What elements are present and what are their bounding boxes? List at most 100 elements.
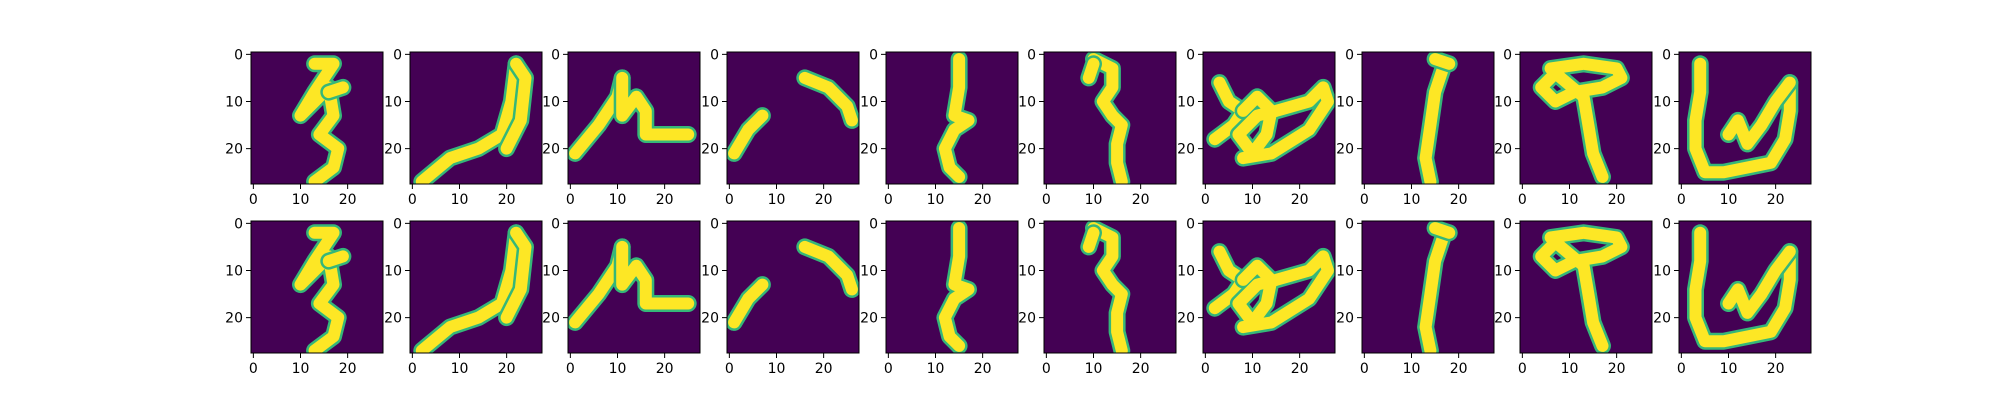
digit-strokes: [1080, 221, 1131, 353]
y-tick-label: 20: [225, 142, 243, 158]
x-tick-label: 0: [566, 192, 575, 208]
x-tick-label: 20: [1767, 192, 1785, 208]
panel-original-1: 0 10 20 0 10 20: [225, 47, 384, 208]
stroke-2: [1429, 53, 1456, 70]
panel-original-5: 0 10 20 0 10 20: [860, 47, 1019, 208]
x-tick-label: 10: [1244, 192, 1262, 208]
x-tick-label: 10: [927, 361, 945, 377]
panel-frame: [1043, 220, 1177, 354]
stroke-2: [1082, 57, 1100, 84]
panel-reconstruction-1: 0 10 20 0 10 20: [225, 216, 384, 377]
stroke-1: [1087, 222, 1128, 353]
y-tick-label: 20: [1494, 311, 1512, 327]
panel-original-8: 0 10 20 0 10 20: [1336, 47, 1495, 208]
digit-strokes: [1417, 52, 1458, 184]
panel-frame: [726, 51, 860, 185]
digit-strokes: [936, 52, 977, 184]
x-tick-label: 0: [1201, 361, 1210, 377]
y-tick-label: 10: [1018, 95, 1036, 111]
y-tick-label: 10: [542, 264, 560, 280]
stroke-1: [728, 278, 769, 329]
x-tick-label: 0: [1677, 361, 1686, 377]
x-tick-label: 20: [815, 192, 833, 208]
y-tick-label: 20: [542, 311, 560, 327]
stroke-1: [1689, 57, 1796, 179]
x-tick-label: 10: [451, 192, 469, 208]
x-tick-label: 0: [1042, 361, 1051, 377]
x-tick-label: 10: [292, 192, 310, 208]
panel-frame: [409, 220, 543, 354]
digit-strokes: [1687, 55, 1799, 181]
panel-original-9: 0 10 20 0 10 20: [1494, 47, 1653, 208]
stroke-2: [500, 57, 532, 155]
x-tick-label: 0: [1201, 192, 1210, 208]
y-tick-label: 20: [225, 311, 243, 327]
x-tick-label: 10: [768, 361, 786, 377]
digit-strokes: [568, 238, 697, 331]
y-tick-label: 20: [1018, 142, 1036, 158]
panel-background: [568, 52, 700, 184]
panel-reconstruction-10: 0 10 20 0 10 20: [1653, 216, 1812, 377]
y-tick-label: 0: [1345, 47, 1354, 63]
digit-strokes: [936, 221, 977, 353]
y-tick-label: 10: [1494, 264, 1512, 280]
x-tick-label: 20: [1132, 361, 1150, 377]
panel-reconstruction-6: 0 10 20 0 10 20: [1018, 216, 1177, 377]
y-tick-label: 0: [1662, 216, 1671, 232]
panel-reconstruction-4: 0 10 20 0 10 20: [701, 216, 860, 377]
y-tick-label: 10: [1494, 95, 1512, 111]
x-tick-label: 20: [815, 361, 833, 377]
x-tick-label: 0: [249, 192, 258, 208]
x-tick-label: 10: [451, 361, 469, 377]
y-tick-label: 20: [542, 142, 560, 158]
stroke-1: [1535, 57, 1628, 183]
y-tick-label: 0: [1186, 47, 1195, 63]
x-tick-label: 10: [1085, 192, 1103, 208]
stroke-1: [294, 57, 345, 184]
panel-frame: [1519, 220, 1653, 354]
panel-background: [568, 221, 700, 353]
y-tick-label: 0: [393, 216, 402, 232]
x-tick-label: 0: [249, 361, 258, 377]
panel-frame: [567, 220, 701, 354]
stroke-1: [294, 226, 345, 353]
y-tick-label: 0: [234, 47, 243, 63]
stroke-1: [938, 53, 975, 183]
y-tick-label: 20: [701, 311, 719, 327]
stroke-1: [415, 226, 523, 353]
stroke-1: [415, 57, 523, 184]
panel-frame: [250, 51, 384, 185]
stroke-2: [322, 250, 349, 268]
x-tick-label: 20: [974, 192, 992, 208]
y-tick-label: 0: [234, 216, 243, 232]
x-tick-label: 0: [1677, 192, 1686, 208]
stroke-2: [1232, 81, 1334, 165]
y-tick-label: 10: [1653, 264, 1671, 280]
x-tick-label: 20: [339, 361, 357, 377]
y-tick-label: 0: [1027, 47, 1036, 63]
y-tick-label: 20: [1653, 142, 1671, 158]
panel-frame: [1361, 51, 1495, 185]
y-tick-label: 0: [1345, 216, 1354, 232]
stroke-2: [1722, 76, 1796, 150]
panel-background: [727, 221, 859, 353]
y-tick-label: 0: [1186, 216, 1195, 232]
panel-frame: [567, 51, 701, 185]
panel-frame: [885, 220, 1019, 354]
y-tick-label: 0: [1503, 216, 1512, 232]
stroke-1: [1535, 226, 1628, 352]
x-tick-label: 0: [884, 361, 893, 377]
x-tick-label: 20: [1450, 192, 1468, 208]
digit-strokes: [1206, 243, 1335, 336]
panel-reconstruction-3: 0 10 20 0 10 20: [542, 216, 701, 377]
stroke-1: [938, 222, 975, 352]
y-tick-label: 10: [1336, 95, 1354, 111]
digit-strokes: [413, 224, 534, 353]
x-tick-label: 0: [884, 192, 893, 208]
y-tick-label: 10: [384, 95, 402, 111]
y-tick-label: 20: [384, 142, 402, 158]
y-tick-label: 20: [860, 142, 878, 158]
x-tick-label: 0: [1360, 361, 1369, 377]
panel-original-10: 0 10 20 0 10 20: [1653, 47, 1812, 208]
